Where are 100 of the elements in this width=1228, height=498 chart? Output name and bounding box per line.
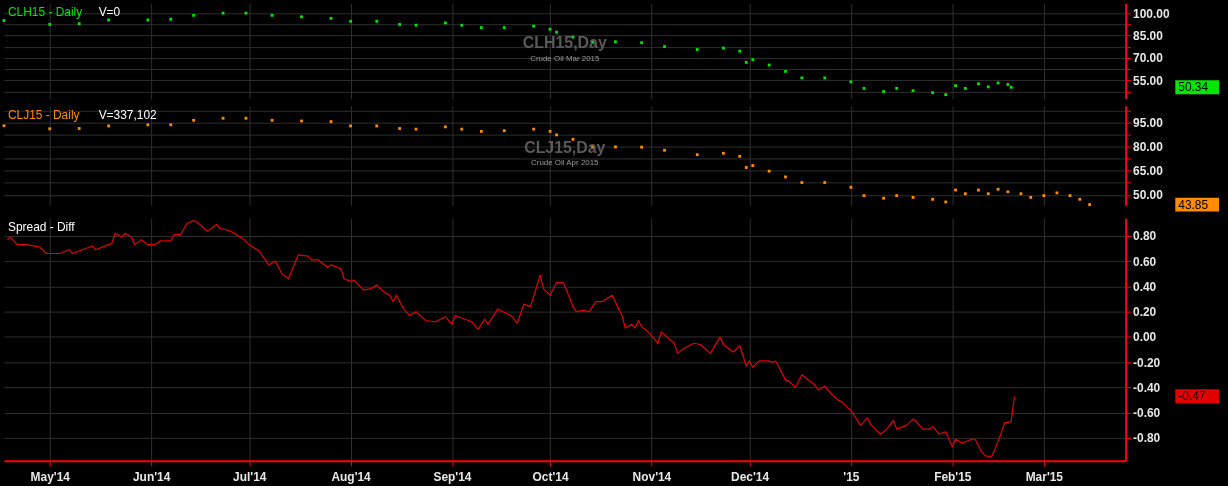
y-tick-label: -0.20: [1133, 355, 1161, 370]
point: [695, 153, 699, 157]
y-tick-label: 0.00: [1133, 330, 1157, 345]
point: [398, 127, 402, 130]
point: [849, 80, 853, 84]
point: [349, 19, 352, 23]
annotation: CLJ15,Day: [524, 138, 606, 156]
point: [784, 69, 787, 73]
point: [931, 197, 935, 201]
point: [77, 127, 81, 130]
ref-line-label: -0.47: [1178, 389, 1206, 404]
point: [1009, 85, 1013, 89]
point: [398, 23, 402, 26]
point: [986, 192, 990, 196]
point: [614, 145, 617, 149]
y-tick-label: 55.00: [1133, 73, 1164, 88]
point: [882, 90, 886, 93]
chart-title: CLJ15 - Daily: [7, 107, 80, 122]
point: [77, 22, 81, 26]
y-tick-label: 65.00: [1133, 164, 1164, 179]
point: [460, 23, 464, 27]
x-tick-label: Nov'14: [632, 470, 672, 485]
point: [663, 148, 666, 152]
point: [944, 93, 948, 97]
point: [270, 118, 274, 122]
x-tick-label: Jul'14: [233, 470, 267, 485]
point: [1088, 203, 1092, 207]
point: [800, 181, 804, 184]
x-tick-label: Jun'14: [132, 470, 171, 485]
point: [738, 49, 742, 53]
chart-title: Spread - Diff: [7, 220, 76, 235]
point: [882, 196, 886, 200]
point: [986, 85, 990, 89]
point: [1029, 195, 1033, 199]
point: [963, 86, 967, 90]
x-tick-label: '15: [843, 470, 860, 485]
point: [555, 133, 559, 137]
y-tick-label: 70.00: [1133, 51, 1164, 66]
annotation: Crude Oil Mar 2015: [530, 54, 600, 64]
chart-subtitle: V=0: [98, 5, 121, 20]
point: [640, 145, 644, 149]
y-tick-label: -0.80: [1133, 431, 1161, 446]
point: [738, 154, 742, 158]
annotation: CLH15,Day: [522, 34, 607, 52]
annotation: Crude Oil Apr 2015: [531, 158, 600, 168]
point: [663, 45, 666, 48]
point: [192, 118, 196, 122]
point: [895, 86, 899, 90]
point: [479, 26, 483, 29]
y-tick-label: 95.00: [1133, 116, 1164, 131]
y-tick-label: 0.40: [1133, 279, 1157, 294]
point: [931, 91, 935, 95]
ref-line-label: 50.34: [1178, 80, 1209, 95]
x-tick-label: May'14: [30, 470, 71, 485]
point: [721, 151, 725, 155]
point: [963, 192, 967, 196]
point: [502, 26, 506, 29]
point: [460, 127, 464, 131]
point: [1006, 190, 1010, 194]
point: [169, 123, 173, 127]
point: [751, 164, 755, 167]
y-tick-label: 0.80: [1133, 229, 1157, 244]
point: [1006, 83, 1010, 86]
point: [1042, 194, 1046, 198]
point: [146, 123, 150, 127]
point: [849, 185, 853, 189]
point: [954, 84, 957, 88]
point: [192, 13, 196, 17]
point: [1078, 197, 1082, 201]
point: [767, 169, 771, 173]
chart-title: CLH15 - Daily: [7, 5, 83, 20]
point: [751, 58, 755, 62]
point: [48, 127, 52, 131]
x-tick-label: Aug'14: [331, 470, 372, 485]
y-tick-label: 0.20: [1133, 305, 1157, 320]
point: [502, 129, 506, 133]
point: [555, 30, 559, 34]
x-tick-label: Feb'15: [934, 470, 972, 485]
x-tick-label: Dec'14: [731, 470, 770, 485]
point: [640, 41, 644, 45]
x-tick-label: Oct'14: [532, 470, 569, 485]
point: [375, 19, 379, 23]
point: [823, 181, 827, 184]
point: [532, 127, 536, 131]
point: [744, 166, 748, 169]
x-tick-label: Mar'15: [1025, 470, 1064, 485]
point: [695, 48, 699, 51]
y-tick-label: -0.40: [1133, 380, 1161, 395]
point: [300, 15, 303, 19]
point: [744, 60, 748, 64]
y-tick-label: 0.60: [1133, 254, 1157, 269]
y-tick-label: 85.00: [1133, 28, 1164, 43]
y-tick-label: 100.00: [1133, 6, 1170, 21]
point: [977, 82, 980, 86]
point: [444, 125, 447, 129]
point: [895, 194, 899, 198]
point: [169, 17, 173, 21]
point: [479, 129, 483, 133]
point: [48, 23, 52, 26]
x-tick-label: Sep'14: [433, 470, 472, 485]
